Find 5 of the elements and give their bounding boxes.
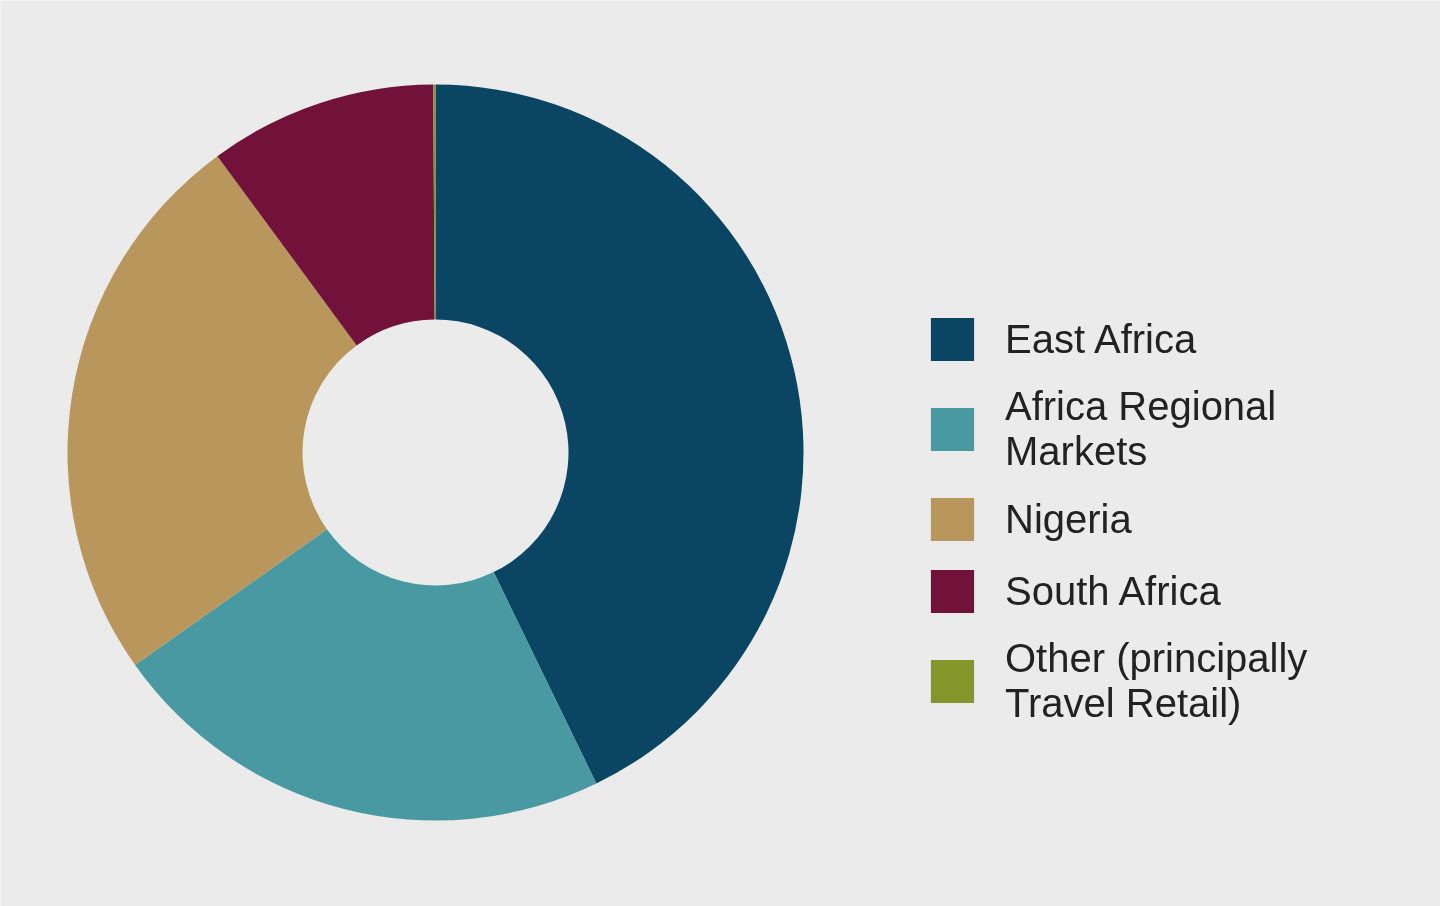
- legend-label: Other (principally Travel Retail): [1005, 636, 1308, 726]
- legend-label: East Africa: [1005, 315, 1197, 363]
- legend-label: Africa Regional Markets: [1005, 384, 1277, 474]
- legend-label: South Africa: [1005, 567, 1221, 615]
- legend-label: Nigeria: [1005, 495, 1132, 543]
